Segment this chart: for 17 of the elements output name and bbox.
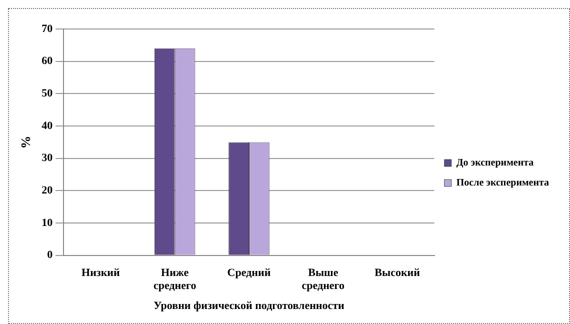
legend-label: До эксперимента bbox=[456, 158, 534, 169]
y-tick-label: 70 bbox=[42, 22, 54, 35]
y-tick-label: 50 bbox=[42, 88, 54, 100]
x-tick-label: Низкий bbox=[82, 266, 121, 279]
y-tick-label: 10 bbox=[42, 216, 54, 229]
legend-label: После эксперимента bbox=[456, 178, 549, 189]
y-tick-label: 30 bbox=[42, 152, 54, 164]
y-axis-title: % bbox=[18, 136, 34, 149]
x-tick-label: Высокий bbox=[374, 266, 421, 279]
x-tick-label: Ниже среднего bbox=[153, 266, 197, 292]
x-axis-title: Уровни физической подготовленности bbox=[154, 300, 346, 312]
y-tick-label: 60 bbox=[42, 55, 54, 68]
x-tick-label: Выше среднего bbox=[302, 266, 346, 292]
y-tick-label: 0 bbox=[47, 249, 54, 262]
y-tick-label: 40 bbox=[42, 120, 54, 132]
x-tick-label: Средний bbox=[227, 266, 272, 279]
y-tick-label: 20 bbox=[42, 184, 54, 197]
